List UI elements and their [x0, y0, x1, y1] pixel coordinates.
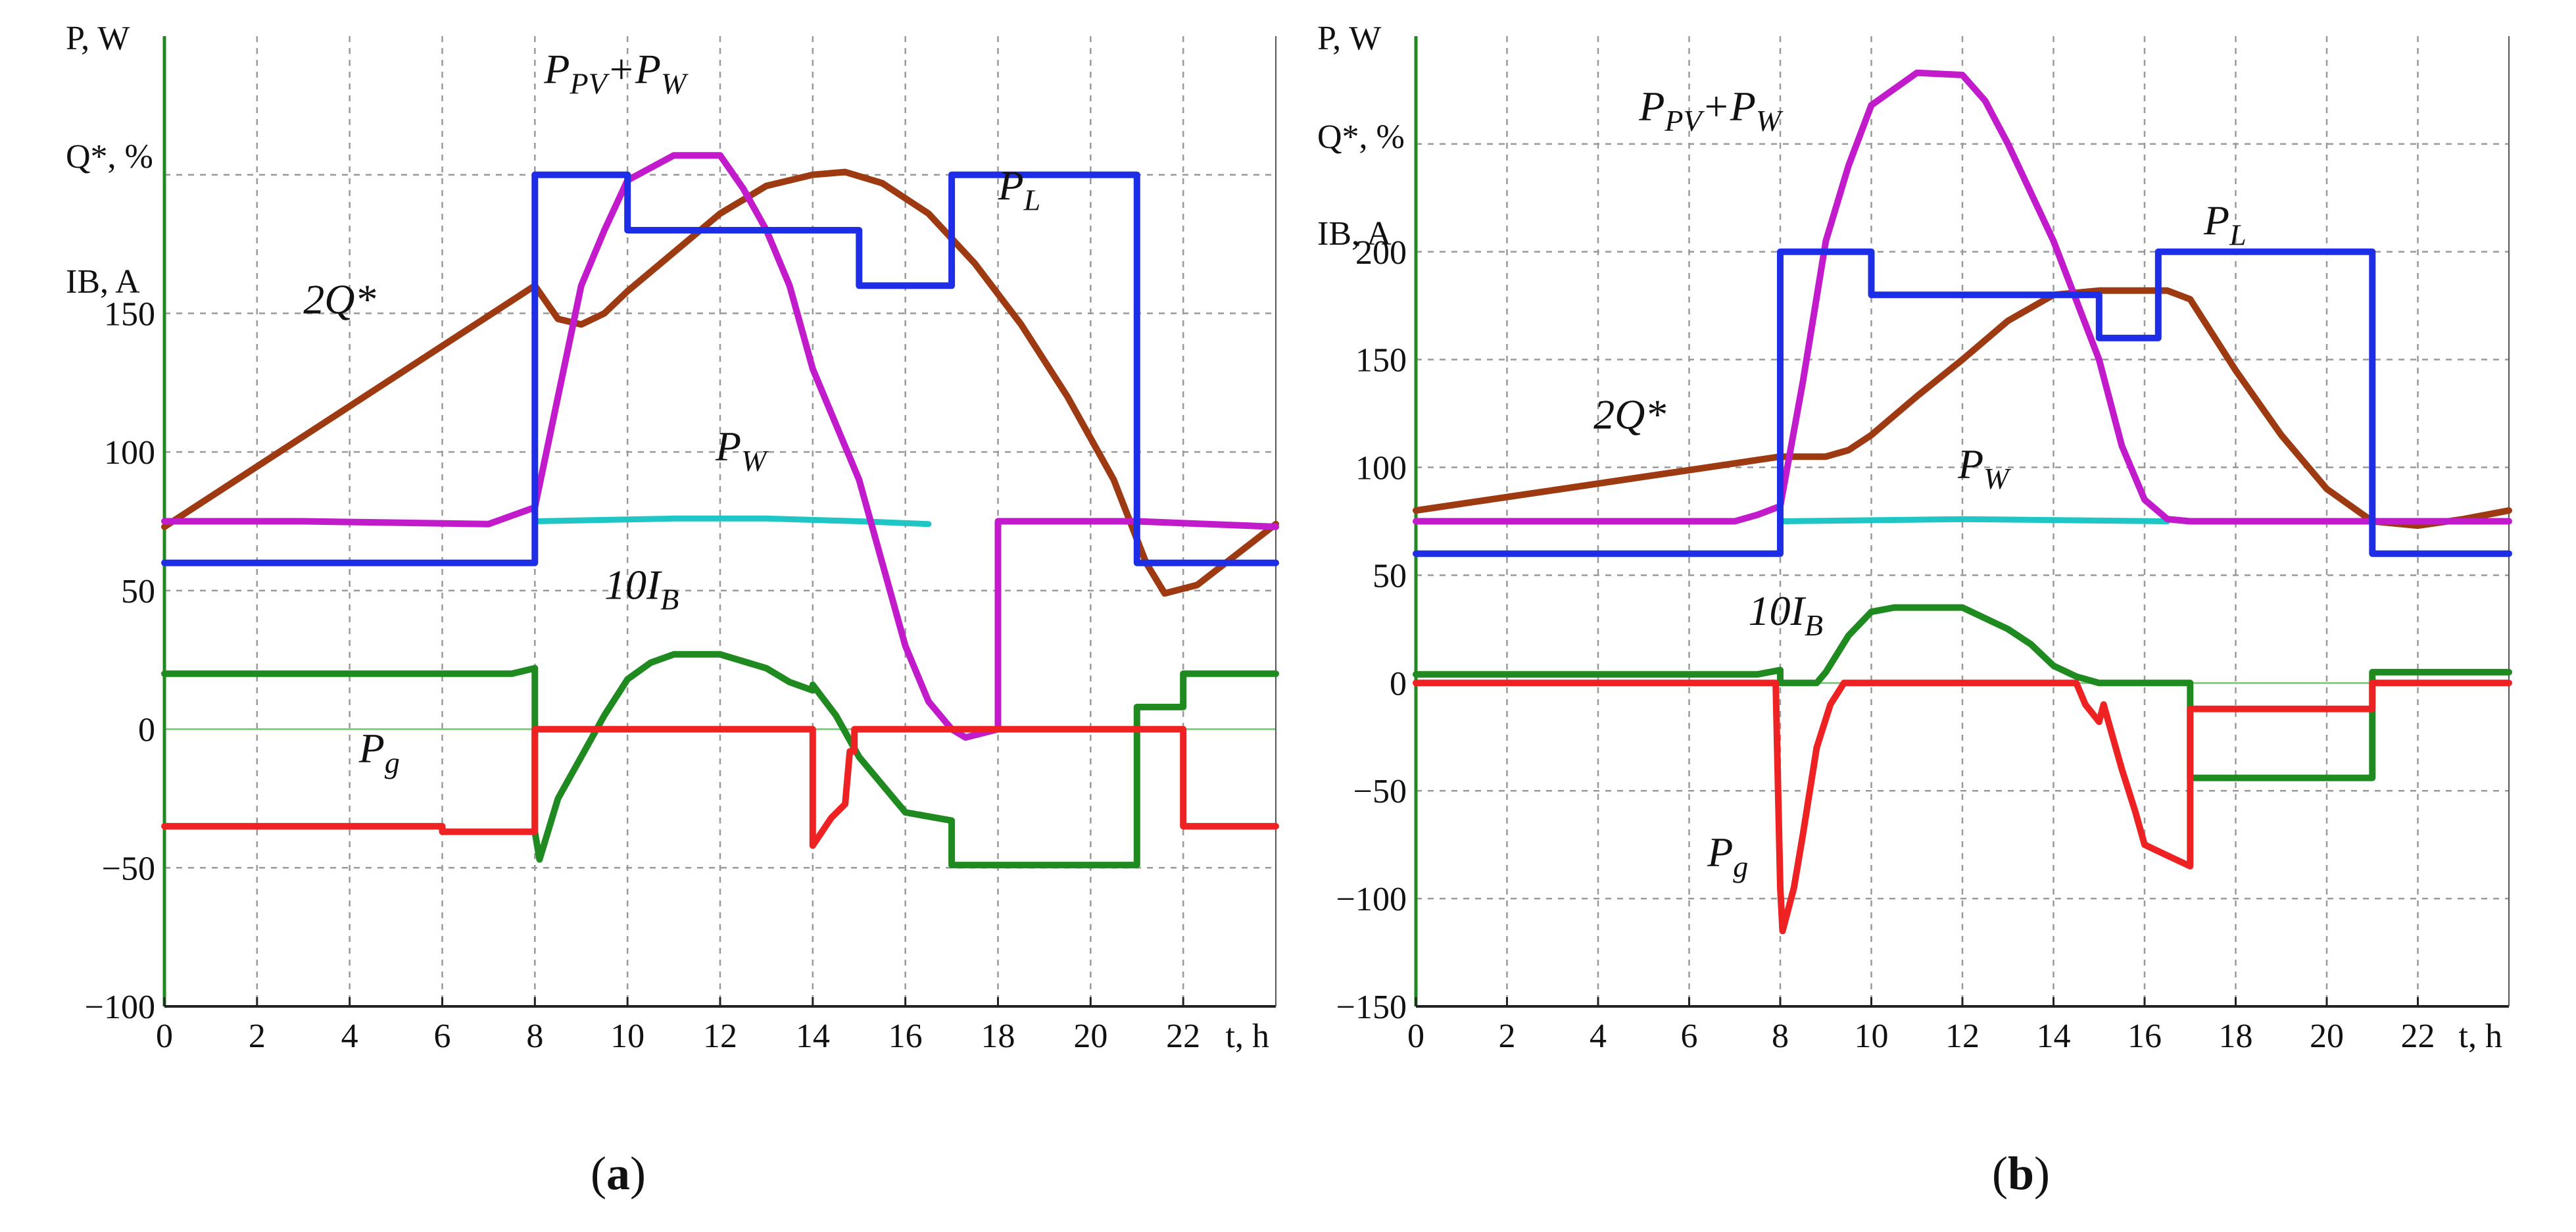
y-tick-label: −100 — [1336, 881, 1407, 918]
x-tick-label: 14 — [796, 1018, 830, 1055]
y-tick-label: 150 — [104, 295, 155, 333]
x-tick-label: 2 — [249, 1018, 266, 1055]
y-tick-label: −50 — [1353, 773, 1407, 810]
x-tick-label: 20 — [2310, 1018, 2344, 1055]
x-tick-label: 22 — [2401, 1018, 2435, 1055]
y-tick-label: −150 — [1336, 989, 1407, 1026]
chart-panel-b: 0 2 4 6 8 10 12 14 16 18 20 22 t, h −150 −100 −50 0 50 100… — [1317, 20, 2512, 1055]
y-tick-label: 50 — [1373, 557, 1407, 595]
series-label-IB: 10IB — [604, 562, 679, 616]
x-tick-label: 8 — [526, 1018, 543, 1055]
y-tick-label: −50 — [102, 850, 155, 887]
x-tick-label: 22 — [1166, 1018, 1200, 1055]
gridlines — [1416, 36, 2509, 1006]
y-axis-label: IB, A — [1317, 215, 1392, 253]
series-label-PL: PL — [998, 162, 1041, 217]
x-tick-label: 18 — [981, 1018, 1015, 1055]
x-tick-label: 2 — [1499, 1018, 1516, 1055]
series-label-PPVW: PPV+PW — [1638, 83, 1784, 137]
series-line-PW — [1777, 516, 2171, 524]
x-tick-label: 0 — [1407, 1018, 1424, 1055]
series-line-Pg — [161, 726, 1279, 849]
caption-a: (a) — [591, 1147, 646, 1200]
x-tick-label: 16 — [888, 1018, 923, 1055]
y-tick-label: 100 — [104, 434, 155, 472]
x-tick-label: 10 — [1855, 1018, 1889, 1055]
x-axis-label: t, h — [1226, 1018, 1269, 1055]
y-axis-label: IB, A — [66, 263, 140, 301]
x-tick-label: 0 — [156, 1018, 173, 1055]
series-label-Q: 2Q* — [1593, 391, 1666, 438]
x-axis-label: t, h — [2459, 1018, 2502, 1055]
series-line-PW — [531, 515, 932, 528]
series-line-IB — [161, 651, 1279, 869]
series-line-PPVW — [161, 152, 1279, 741]
y-axis-label: P, W — [66, 20, 130, 57]
series-label-Pg: Pg — [1707, 829, 1748, 883]
x-tick-label: 16 — [2127, 1018, 2162, 1055]
y-tick-label: 0 — [1390, 665, 1407, 702]
series-line-PL — [161, 171, 1279, 566]
x-tick-label: 4 — [1590, 1018, 1607, 1055]
y-axis-label: P, W — [1317, 20, 1381, 57]
series-label-PPVW: PPV+PW — [543, 46, 689, 101]
x-tick-label: 20 — [1073, 1018, 1107, 1055]
x-tick-label: 14 — [2037, 1018, 2071, 1055]
x-tick-label: 18 — [2219, 1018, 2253, 1055]
chart-panel-a: 0 2 4 6 8 10 12 14 16 18 20 22 t, h −100 −50 0 50 100 150 P… — [66, 20, 1279, 1055]
series-label-PW: PW — [715, 423, 769, 478]
series-line-PL — [1413, 248, 2512, 557]
y-tick-label: 0 — [138, 712, 155, 749]
series-label-IB: 10IB — [1749, 587, 1823, 642]
y-tick-label: 200 — [1355, 234, 1407, 272]
series-line-Pg — [1413, 679, 2512, 935]
series-label-Pg: Pg — [358, 725, 400, 779]
x-tick-label: 12 — [1945, 1018, 1980, 1055]
series-label-PW: PW — [1957, 441, 2011, 495]
y-axis-label: Q*, % — [66, 138, 153, 176]
y-axis-label: Q*, % — [1317, 118, 1405, 156]
series-label-PL: PL — [2203, 197, 2247, 252]
x-tick-label: 10 — [610, 1018, 644, 1055]
y-tick-label: 100 — [1355, 450, 1407, 487]
y-tick-label: 50 — [121, 573, 155, 610]
y-tick-label: −100 — [85, 989, 155, 1026]
x-tick-label: 8 — [1772, 1018, 1789, 1055]
caption-b: (b) — [1992, 1147, 2050, 1200]
series-label-Q: 2Q* — [303, 276, 376, 322]
y-tick-label: 150 — [1355, 342, 1407, 380]
x-tick-label: 12 — [703, 1018, 737, 1055]
x-tick-label: 6 — [1681, 1018, 1698, 1055]
x-tick-label: 6 — [434, 1018, 451, 1055]
x-tick-label: 4 — [341, 1018, 358, 1055]
